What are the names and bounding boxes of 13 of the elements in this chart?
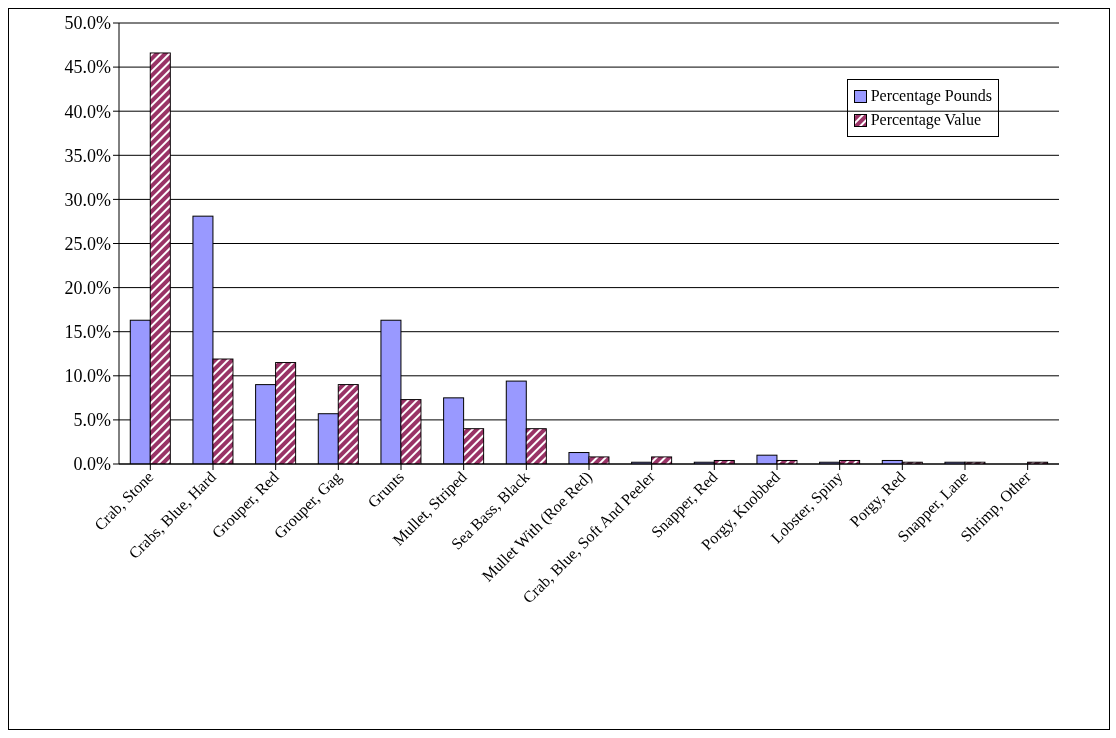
legend-label: Percentage Pounds <box>870 86 992 107</box>
y-tick-label: 45.0% <box>64 57 111 78</box>
y-tick-label: 5.0% <box>73 410 111 431</box>
y-tick-label: 10.0% <box>64 366 111 387</box>
y-tick-label: 15.0% <box>64 322 111 343</box>
y-tick-label: 35.0% <box>64 145 111 166</box>
y-tick-label: 40.0% <box>64 101 111 122</box>
y-tick-label: 25.0% <box>64 233 111 254</box>
y-tick-label: 20.0% <box>64 277 111 298</box>
y-tick-label: 30.0% <box>64 189 111 210</box>
legend-label: Percentage Value <box>870 110 982 131</box>
y-tick-label: 50.0% <box>64 13 111 34</box>
y-tick-label: 0.0% <box>73 454 111 475</box>
